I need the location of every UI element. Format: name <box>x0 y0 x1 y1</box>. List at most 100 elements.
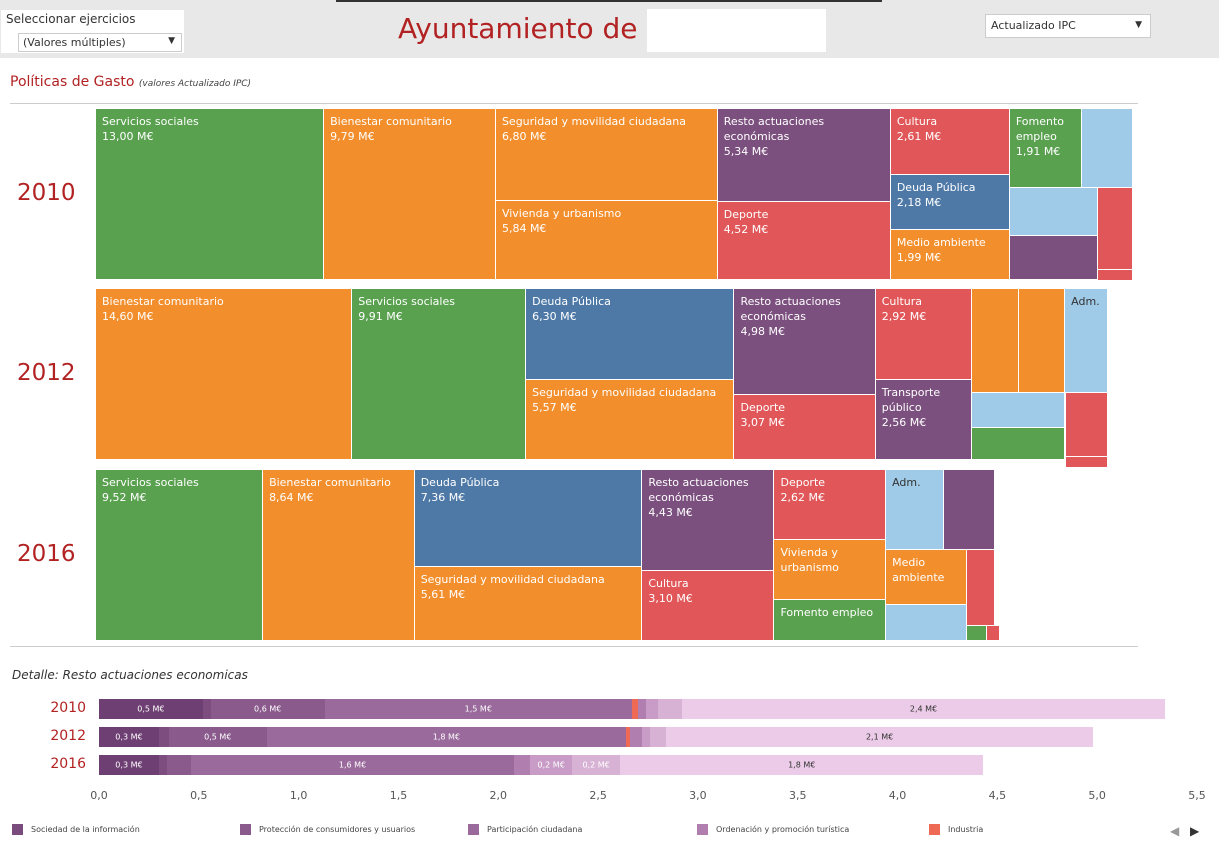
treemap-cell <box>967 625 987 641</box>
treemap-cell <box>1065 392 1109 458</box>
segment-label: 0,2 M€ <box>582 760 610 770</box>
bar-segment <box>681 699 1166 719</box>
year-label: 2010 <box>17 179 76 206</box>
cell-name: Vivienda y urbanismo <box>501 206 622 220</box>
treemap-cell: Resto actuaciones económicas 5,34 M€ <box>717 109 891 202</box>
segment-label: 1,5 M€ <box>464 704 492 714</box>
dashboard-title: Ayuntamiento de <box>398 12 638 45</box>
separator <box>10 103 1138 104</box>
nav-next[interactable]: ▶ <box>1190 824 1200 838</box>
bar-segment <box>266 727 627 747</box>
section-title: Políticas de Gasto (valores Actualizado … <box>10 74 251 90</box>
separator <box>10 646 1138 647</box>
cell-value: 2,61 M€ <box>896 130 942 143</box>
treemap-cell: Fomento empleo 1,91 M€ <box>1009 109 1082 189</box>
cell-name: Fomento empleo <box>1015 115 1064 143</box>
treemap-cell <box>971 289 1020 393</box>
cell-name: Resto actuaciones económicas <box>723 115 825 143</box>
treemap-cell <box>986 625 1000 641</box>
treemap-cell <box>971 392 1066 428</box>
legend-swatch <box>12 824 23 835</box>
legend-label: Industria <box>948 825 984 834</box>
cell-name: Resto actuaciones económicas <box>648 476 749 504</box>
treemap-cell: Deuda Pública 7,36 M€ <box>414 470 643 568</box>
treemap-cell <box>1097 188 1134 270</box>
detail-title: Detalle: Resto actuaciones economicas <box>12 668 248 682</box>
treemap-cell: Bienestar comunitario 14,60 M€ <box>96 289 353 460</box>
treemap-cell: Cultura 3,10 M€ <box>642 570 775 641</box>
cell-value: 4,43 M€ <box>648 506 693 519</box>
cell-name: Deuda Pública <box>896 180 976 194</box>
legend-item: Protección de consumidores y usuarios <box>240 824 415 835</box>
cell-name: Deporte <box>723 207 769 221</box>
cell-name: Servicios sociales <box>102 476 199 489</box>
cell-name: Servicios sociales <box>102 115 199 128</box>
cell-value: 1,91 M€ <box>1015 145 1061 158</box>
filter-dropdown[interactable]: (Valores múltiples) ▼ <box>18 33 182 52</box>
x-tick-label: 1,5 <box>389 789 408 802</box>
treemap-cell: Deuda Pública 6,30 M€ <box>526 289 735 380</box>
cell-name: Deuda Pública <box>420 476 500 489</box>
segment-label: 0,2 M€ <box>537 760 565 770</box>
segment-label: 0,5 M€ <box>204 732 232 742</box>
bar-segment <box>630 727 642 747</box>
bar-segment <box>620 755 984 775</box>
bar-segment <box>99 755 159 775</box>
bar-segment <box>166 755 191 775</box>
legend-swatch <box>468 824 479 835</box>
legend-label: Sociedad de la información <box>31 825 140 834</box>
treemap-cell <box>886 605 968 641</box>
filter-value: (Valores múltiples) <box>23 36 126 49</box>
cell-value: 2,56 M€ <box>881 416 927 430</box>
cell-value: 3,07 M€ <box>740 415 785 429</box>
treemap-cell: Adm. <box>886 470 945 551</box>
bar-segment <box>638 699 646 719</box>
measure-dropdown[interactable]: Actualizado IPC ▼ <box>985 14 1151 38</box>
treemap-cell <box>971 427 1066 460</box>
x-tick-label: 2,5 <box>589 789 607 802</box>
x-tick-label: 4,5 <box>988 789 1007 802</box>
cell-name: Cultura <box>896 115 938 128</box>
treemap-cell: Deporte 3,07 M€ <box>734 394 876 460</box>
cell-value: 7,36 M€ <box>420 491 466 504</box>
cell-name: Seguridad y movilidad ciudadana <box>420 573 605 587</box>
treemap-cell: Bienestar comunitario 9,79 M€ <box>324 109 496 280</box>
cell-name: Adm. <box>892 476 921 489</box>
cell-value: 4,98 M€ <box>740 325 785 338</box>
section-title-text: Políticas de Gasto <box>10 74 135 90</box>
cell-name: Bienestar comunitario <box>102 295 224 308</box>
cell-name: Cultura <box>648 576 689 590</box>
cell-name: Medio ambiente <box>896 235 986 249</box>
treemap-cell: Resto actuaciones económicas 4,43 M€ <box>642 470 775 571</box>
treemap-cell: Deporte 4,52 M€ <box>717 201 891 280</box>
treemap-cell: Servicios sociales 9,91 M€ <box>352 289 527 460</box>
cell-name: Bienestar comunitario <box>330 115 452 128</box>
category-label: 2010 <box>50 700 86 716</box>
segment-label: 1,8 M€ <box>432 732 460 742</box>
treemap-cell: Servicios sociales 9,52 M€ <box>96 470 264 641</box>
segment-label: 1,8 M€ <box>788 760 816 770</box>
treemap-cell: Medio ambiente 1,99 M€ <box>890 229 1010 280</box>
section-subtitle: (valores Actualizado IPC) <box>138 79 252 89</box>
treemap-cell: Servicios sociales 13,00 M€ <box>96 109 325 280</box>
bar-segment <box>665 727 1094 747</box>
treemap-cell: Seguridad y movilidad ciudadana 5,61 M€ <box>414 567 643 641</box>
cell-name: Deuda Pública <box>532 295 611 308</box>
cell-value: 6,30 M€ <box>532 310 577 323</box>
cell-name: Seguridad y movilidad ciudadana <box>532 385 717 399</box>
cell-value: 9,79 M€ <box>330 130 375 143</box>
bar-segment <box>210 699 325 719</box>
bar-segment <box>190 755 515 775</box>
treemap-cell: Fomento empleo <box>774 600 887 641</box>
legend-swatch <box>240 824 251 835</box>
bar-segment <box>642 727 650 747</box>
legend-item: Sociedad de la información <box>12 824 140 835</box>
treemap-cell <box>967 550 995 626</box>
segment-label: 2,1 M€ <box>865 732 894 742</box>
nav-prev[interactable]: ◀ <box>1170 824 1180 838</box>
x-tick-label: 3,0 <box>689 789 707 802</box>
treemap-cell <box>1065 457 1109 469</box>
cell-value: 8,64 M€ <box>269 491 314 504</box>
category-label: 2012 <box>50 728 86 744</box>
